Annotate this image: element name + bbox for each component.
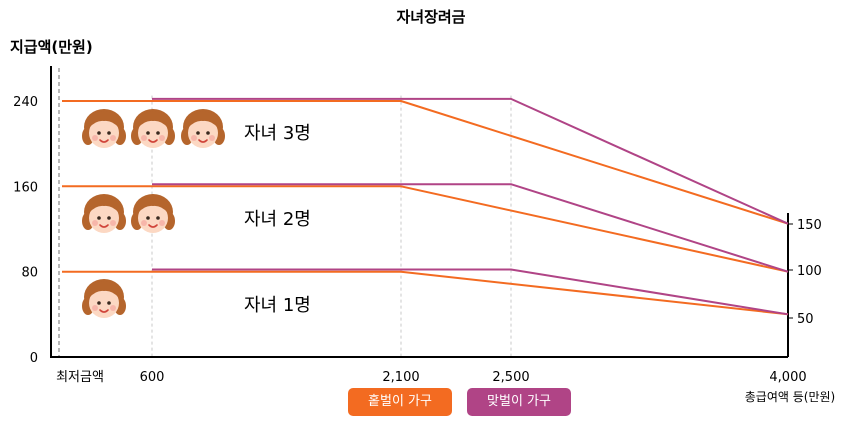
y-tick-label-0: 0: [30, 351, 38, 366]
child-face-icon-2: [181, 109, 225, 148]
child-face-icon-0: [82, 109, 126, 148]
dual-income-legend-button[interactable]: 맞벌이 가구: [467, 388, 571, 416]
series-line-4: [62, 100, 789, 225]
child-face-icon-1: [131, 109, 175, 148]
x-axis-title: 총급여액 등(만원): [745, 390, 835, 404]
child-group-label-3: 자녀 3명: [244, 123, 311, 144]
child-face-icon-4: [131, 194, 175, 233]
x-tick-label-600: 600: [140, 370, 165, 385]
tick-labels: 0 80 160 240 150 100 50 600 2,100 2,500 4,000: [13, 95, 822, 385]
y-axis-title: 지급액(만원): [10, 38, 93, 56]
y-tick-label-80: 80: [21, 266, 38, 281]
series-line-5: [152, 97, 789, 225]
y-tick-label-160: 160: [13, 180, 38, 195]
series-line-0: [62, 270, 789, 316]
child-group-label-1: 자녀 1명: [244, 295, 311, 316]
y-tick-label-240: 240: [13, 95, 38, 110]
x-tick-label-4000: 4,000: [769, 370, 806, 385]
children-illustrations: [82, 109, 225, 318]
child-face-icon-3: [82, 194, 126, 233]
chart-title: 자녀장려금: [396, 8, 465, 26]
right-tick-label-150: 150: [797, 218, 822, 233]
min-wage-label: 최저금액: [56, 370, 104, 385]
right-tick-label-50: 50: [797, 312, 814, 327]
series-line-2: [62, 185, 789, 273]
x-tick-label-2500: 2,500: [492, 370, 529, 385]
series-lines: [62, 97, 789, 316]
series-line-3: [152, 183, 789, 273]
series-line-1: [152, 268, 789, 316]
child-face-icon-5: [82, 279, 126, 318]
child-group-label-2: 자녀 2명: [244, 209, 311, 230]
axes: [50, 66, 789, 358]
right-tick-label-100: 100: [797, 264, 822, 279]
x-tick-label-2100: 2,100: [382, 370, 419, 385]
single-income-legend-button[interactable]: 홑벌이 가구: [348, 388, 452, 416]
